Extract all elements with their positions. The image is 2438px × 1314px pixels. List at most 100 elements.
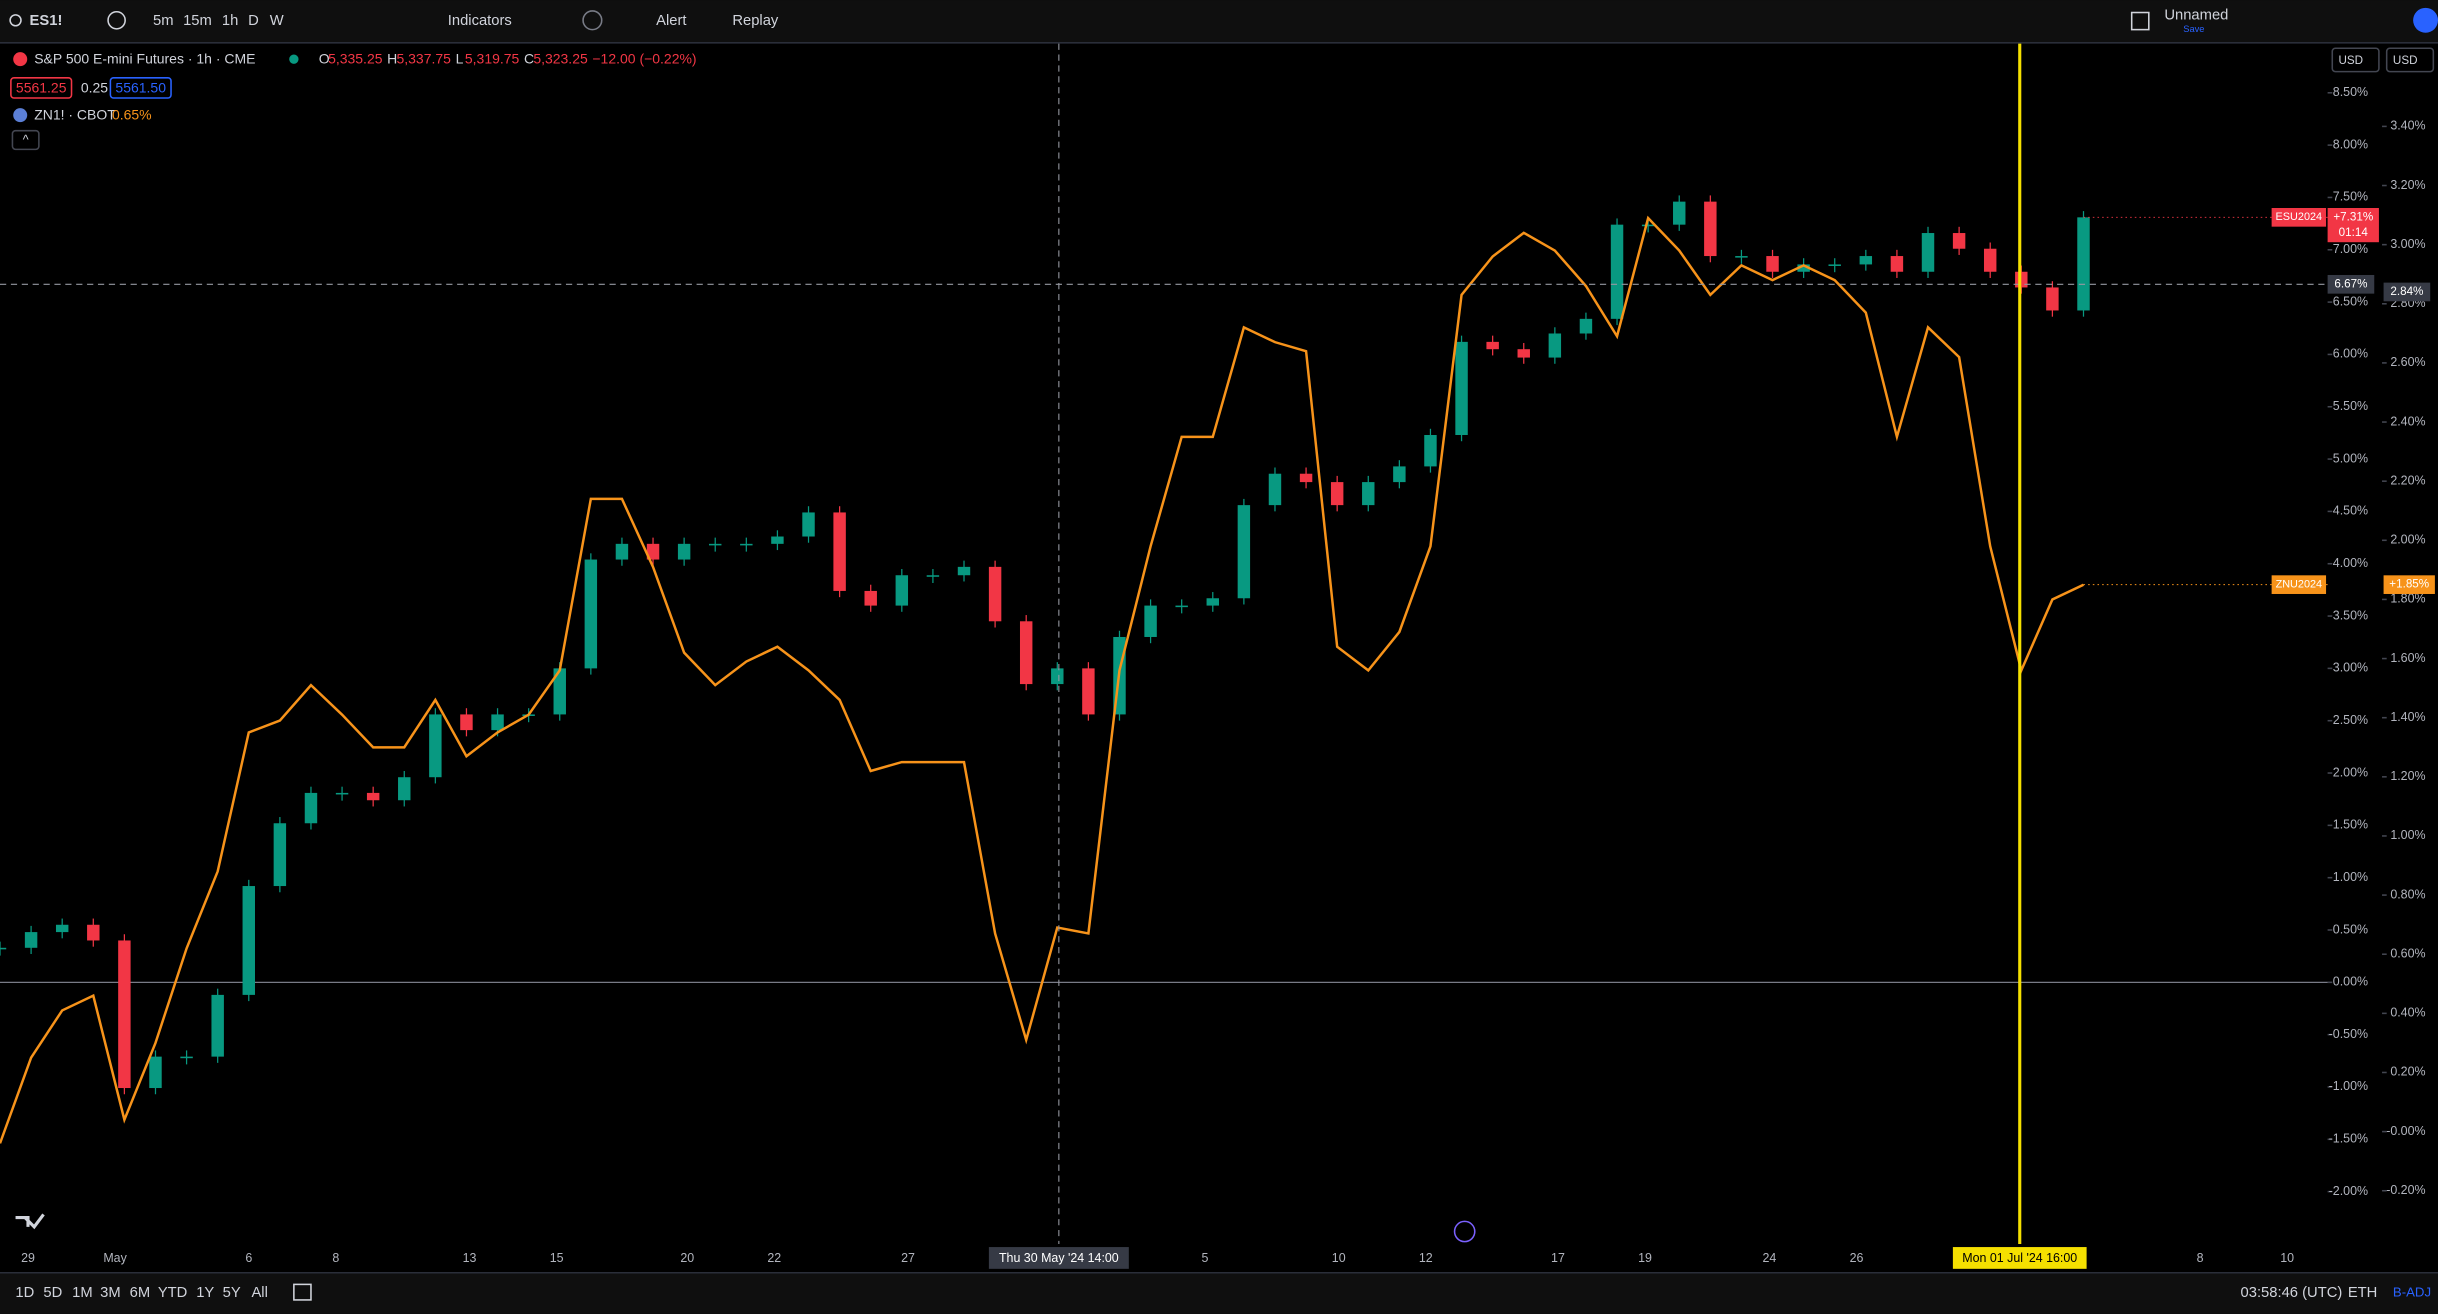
candle	[398, 777, 411, 801]
ask[interactable]: 5561.50	[115, 79, 166, 95]
ohlc-key: H	[387, 51, 397, 67]
marker-badge	[1952, 1247, 2087, 1269]
session[interactable]: ETH	[2348, 1285, 2378, 1301]
series-name: ESU2024	[2276, 211, 2323, 223]
candle	[429, 714, 442, 778]
candle	[180, 1056, 193, 1059]
range-button[interactable]: 3M	[100, 1285, 121, 1301]
candle	[1051, 668, 1064, 685]
templates-icon[interactable]	[582, 10, 603, 31]
candle	[1268, 473, 1282, 506]
candle	[2077, 217, 2090, 311]
series-name-badge	[2271, 208, 2327, 227]
collapse-icon[interactable]: ^	[23, 133, 29, 147]
indicators-button[interactable]: Indicators	[448, 13, 512, 29]
x-tick-label: 12	[1419, 1251, 1433, 1265]
crosshair-x-label: Thu 30 May '24 14:00	[999, 1251, 1119, 1265]
collapse-button[interactable]	[11, 129, 40, 151]
add-symbol-icon[interactable]	[107, 10, 126, 30]
bid[interactable]: 5561.25	[16, 79, 67, 95]
candle	[740, 543, 753, 546]
candle	[460, 714, 473, 731]
candle	[709, 543, 722, 546]
layout-name[interactable]: Unnamed	[2164, 8, 2228, 24]
date-range-icon[interactable]	[293, 1283, 312, 1301]
y-tick-label: 2.50%	[2333, 713, 2368, 727]
y2-tick-label: 2.60%	[2390, 355, 2425, 369]
x-tick-label: 5	[1202, 1251, 1209, 1265]
candle	[335, 792, 349, 795]
currency-button[interactable]	[2385, 47, 2435, 73]
y-tick-label: 6.50%	[2333, 294, 2368, 308]
marker-label: Mon 01 Jul '24 16:00	[1962, 1251, 2077, 1265]
series-line	[0, 215, 2085, 1144]
candle	[2046, 287, 2059, 311]
symbol[interactable]: ES1!	[30, 13, 63, 29]
y-tick-label: 0.00%	[2333, 975, 2368, 989]
search-icon[interactable]	[9, 14, 22, 27]
interval[interactable]: 1h	[222, 13, 238, 29]
y-tick-label: 7.00%	[2333, 242, 2368, 256]
candle	[1362, 482, 1375, 506]
logo	[15, 1213, 45, 1230]
profile-button[interactable]	[2413, 7, 2438, 33]
y-tick-label: 0.50%	[2333, 922, 2368, 936]
y-tick-label: -1.00%	[2329, 1079, 2368, 1093]
currency[interactable]: USD	[2393, 54, 2418, 67]
y-tick-label: -1.50%	[2329, 1132, 2368, 1146]
range-button[interactable]: 5D	[43, 1285, 62, 1301]
currency-button[interactable]	[2331, 47, 2380, 73]
y2-tick-label: -0.20%	[2386, 1183, 2425, 1197]
replay-button[interactable]: Replay	[732, 13, 779, 29]
x-tick-label: 15	[550, 1251, 564, 1265]
y-tick-label: 4.50%	[2333, 504, 2368, 518]
save-label[interactable]: Save	[2183, 24, 2204, 34]
range-button[interactable]: All	[251, 1285, 267, 1301]
ohlc-key: C	[524, 51, 534, 67]
symbol-logo	[13, 52, 28, 67]
interval[interactable]: 5m	[153, 13, 174, 29]
last-value: +7.31%	[2333, 210, 2373, 223]
y2-tick-label: 2.40%	[2390, 414, 2425, 428]
candle	[1548, 333, 1562, 358]
y2-tick-label: 2.20%	[2390, 473, 2425, 487]
range-button[interactable]: 6M	[130, 1285, 151, 1301]
bid-box[interactable]	[10, 77, 73, 99]
y2-tick-label: 1.60%	[2390, 651, 2425, 665]
interval[interactable]: D	[248, 13, 259, 29]
y2-tick-label: 3.20%	[2390, 178, 2425, 192]
last-value-badge	[2327, 208, 2379, 243]
y2-tick-label: 1.80%	[2390, 592, 2425, 606]
layout-icon[interactable]	[2130, 11, 2150, 31]
range-button[interactable]: 1Y	[196, 1285, 214, 1301]
y-tick-label: 5.50%	[2333, 399, 2368, 413]
candle	[553, 668, 566, 715]
candle	[988, 566, 1002, 622]
series-name: ZNU2024	[2276, 579, 2323, 591]
y-tick-label: 4.00%	[2333, 556, 2368, 570]
scroll-button[interactable]	[1453, 1220, 1476, 1243]
clock[interactable]: 03:58:46 (UTC)	[2241, 1285, 2343, 1301]
candle	[895, 575, 909, 606]
currency[interactable]: USD	[2338, 54, 2363, 67]
ask-box[interactable]	[109, 77, 172, 99]
range-button[interactable]: 5Y	[223, 1285, 241, 1301]
y-tick-label: 5.00%	[2333, 451, 2368, 465]
range-button[interactable]: YTD	[158, 1285, 188, 1301]
x-tick-label: 24	[1763, 1251, 1777, 1265]
legend-title: S&P 500 E-mini Futures · 1h · CME	[34, 51, 255, 67]
bottom-toolbar	[0, 1271, 2438, 1314]
candle	[1983, 248, 1997, 272]
range-button[interactable]: 1M	[72, 1285, 93, 1301]
last-value-badge	[2383, 575, 2435, 594]
adjustment[interactable]: B-ADJ	[2393, 1284, 2431, 1299]
interval[interactable]: W	[270, 13, 284, 29]
candle	[802, 512, 815, 537]
change: −12.00 (−0.22%)	[592, 51, 696, 67]
range-button[interactable]: 1D	[15, 1285, 34, 1301]
alert-button[interactable]: Alert	[656, 13, 686, 29]
candle	[1641, 224, 1655, 227]
x-tick-label: 6	[245, 1251, 252, 1265]
interval[interactable]: 15m	[183, 13, 212, 29]
